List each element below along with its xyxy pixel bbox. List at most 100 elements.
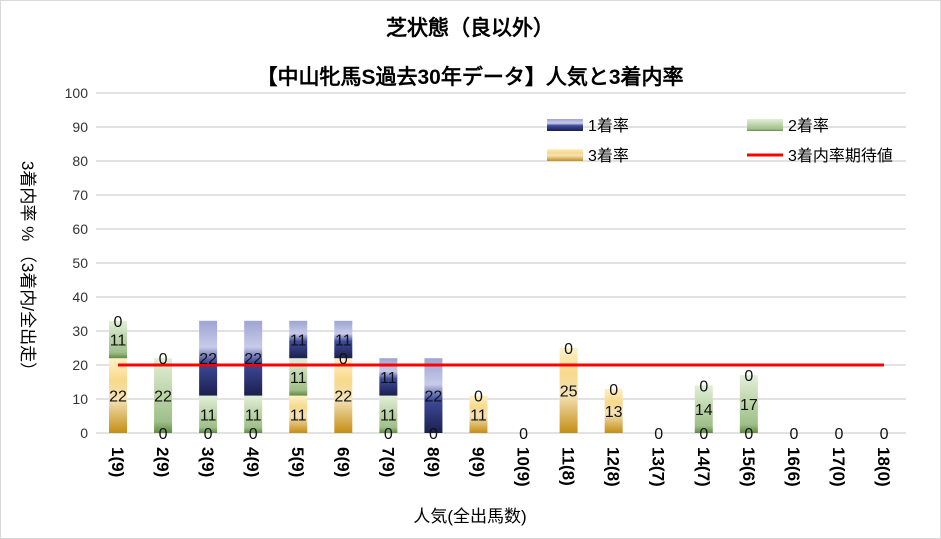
data-label: 0 [789, 426, 798, 443]
x-tick-label: 8(9) [423, 447, 442, 477]
bar-2nd [379, 395, 398, 433]
data-label: 0 [384, 426, 393, 443]
data-label: 11 [335, 333, 352, 350]
bar-2nd [694, 385, 713, 433]
x-tick-label: 9(9) [468, 447, 487, 477]
x-tick-label: 18(0) [874, 447, 893, 487]
data-label: 0 [835, 426, 844, 443]
chart-subtitle: 【中山牝馬S過去30年データ】人気と3着内率 [256, 65, 683, 89]
data-label: 0 [519, 426, 528, 443]
data-label: 0 [204, 426, 213, 443]
y-axis-title: 3着内率 % （3着内/全出走） [18, 161, 37, 379]
data-label: 0 [159, 426, 168, 443]
legend-swatch-3rd [547, 149, 583, 161]
x-tick-label: 1(9) [108, 447, 127, 477]
bar-1st [199, 320, 218, 396]
data-label: 22 [334, 389, 352, 406]
data-label: 0 [880, 426, 889, 443]
legend-swatch-1st [547, 119, 583, 131]
data-label: 14 [695, 402, 713, 419]
x-tick-label: 15(6) [739, 447, 758, 487]
bar-2nd [739, 375, 758, 433]
legend-label-3rd: 3着率 [588, 147, 629, 165]
data-label: 0 [249, 426, 258, 443]
data-label: 11 [380, 407, 397, 424]
data-label: 0 [114, 314, 123, 331]
data-label: 11 [470, 407, 487, 424]
x-tick-label: 4(9) [243, 447, 262, 477]
data-label: 25 [560, 384, 578, 401]
y-tick-label: 60 [72, 221, 88, 237]
legend: 1着率 2着率 3着率 3着内率期待値 [547, 117, 893, 165]
x-tick-label: 11(8) [559, 447, 578, 486]
data-label: 22 [199, 351, 217, 368]
data-label: 0 [744, 426, 753, 443]
x-tick-label: 14(7) [694, 447, 713, 487]
bar-2nd [154, 358, 173, 433]
bar-3rd [109, 358, 127, 433]
y-tick-label: 30 [72, 323, 88, 339]
x-tick-label: 12(8) [604, 447, 623, 487]
x-tick-label: 5(9) [288, 447, 307, 477]
data-label: 0 [429, 426, 438, 443]
data-label: 0 [159, 351, 168, 368]
y-tick-label: 90 [72, 119, 88, 135]
data-label: 0 [609, 382, 618, 399]
y-tick-label: 0 [80, 425, 88, 441]
data-label: 13 [605, 404, 623, 421]
bar-1st [424, 358, 443, 433]
data-label: 22 [425, 389, 443, 406]
bar-3rd [334, 358, 353, 433]
data-label: 11 [110, 333, 127, 350]
bar-2nd [244, 395, 263, 433]
bar-3rd [469, 395, 488, 433]
y-tick-label: 40 [72, 289, 88, 305]
data-label: 0 [699, 378, 708, 395]
legend-label-expected: 3着内率期待値 [788, 147, 893, 165]
y-tick-label: 80 [72, 153, 88, 169]
data-label: 0 [699, 426, 708, 443]
bar-2nd [289, 358, 308, 396]
data-label: 11 [290, 333, 307, 350]
data-label: 0 [744, 368, 753, 385]
x-tick-label: 17(0) [829, 447, 848, 487]
x-tick-label: 13(7) [649, 447, 668, 487]
data-label: 0 [654, 426, 663, 443]
y-tick-label: 70 [72, 187, 88, 203]
data-label: 0 [474, 389, 483, 406]
x-tick-label: 2(9) [153, 447, 172, 477]
data-label: 0 [564, 341, 573, 358]
chart-title: 芝状態（良以外） [386, 16, 554, 40]
bar-1st [244, 320, 263, 396]
bar-2nd [109, 320, 127, 359]
data-label: 11 [290, 407, 307, 424]
bar-3rd [604, 388, 623, 433]
bar-3rd [289, 395, 308, 433]
data-label: 22 [154, 389, 172, 406]
x-tick-label: 7(9) [378, 447, 397, 477]
x-tick-label: 10(9) [514, 447, 533, 487]
legend-swatch-2nd [747, 119, 783, 131]
x-axis-title: 人気(全出馬数) [413, 507, 526, 526]
y-tick-label: 100 [65, 85, 89, 101]
x-tick-label: 6(9) [333, 447, 352, 477]
y-tick-label: 50 [72, 255, 88, 271]
data-label: 22 [244, 351, 262, 368]
data-label: 11 [290, 370, 307, 387]
data-label: 11 [200, 407, 217, 424]
bar-1st [289, 320, 308, 359]
bar-1st [379, 358, 398, 396]
data-label: 11 [380, 370, 397, 387]
legend-label-2nd: 2着率 [788, 117, 829, 135]
data-label: 22 [109, 389, 127, 406]
bar-1st [334, 320, 353, 359]
data-label: 17 [740, 397, 758, 414]
x-tick-label: 16(6) [784, 447, 803, 487]
bar-3rd [559, 348, 578, 433]
y-tick-label: 20 [72, 357, 88, 373]
x-tick-label: 3(9) [198, 447, 217, 477]
data-label: 11 [245, 407, 262, 424]
legend-label-1st: 1着率 [588, 117, 629, 135]
